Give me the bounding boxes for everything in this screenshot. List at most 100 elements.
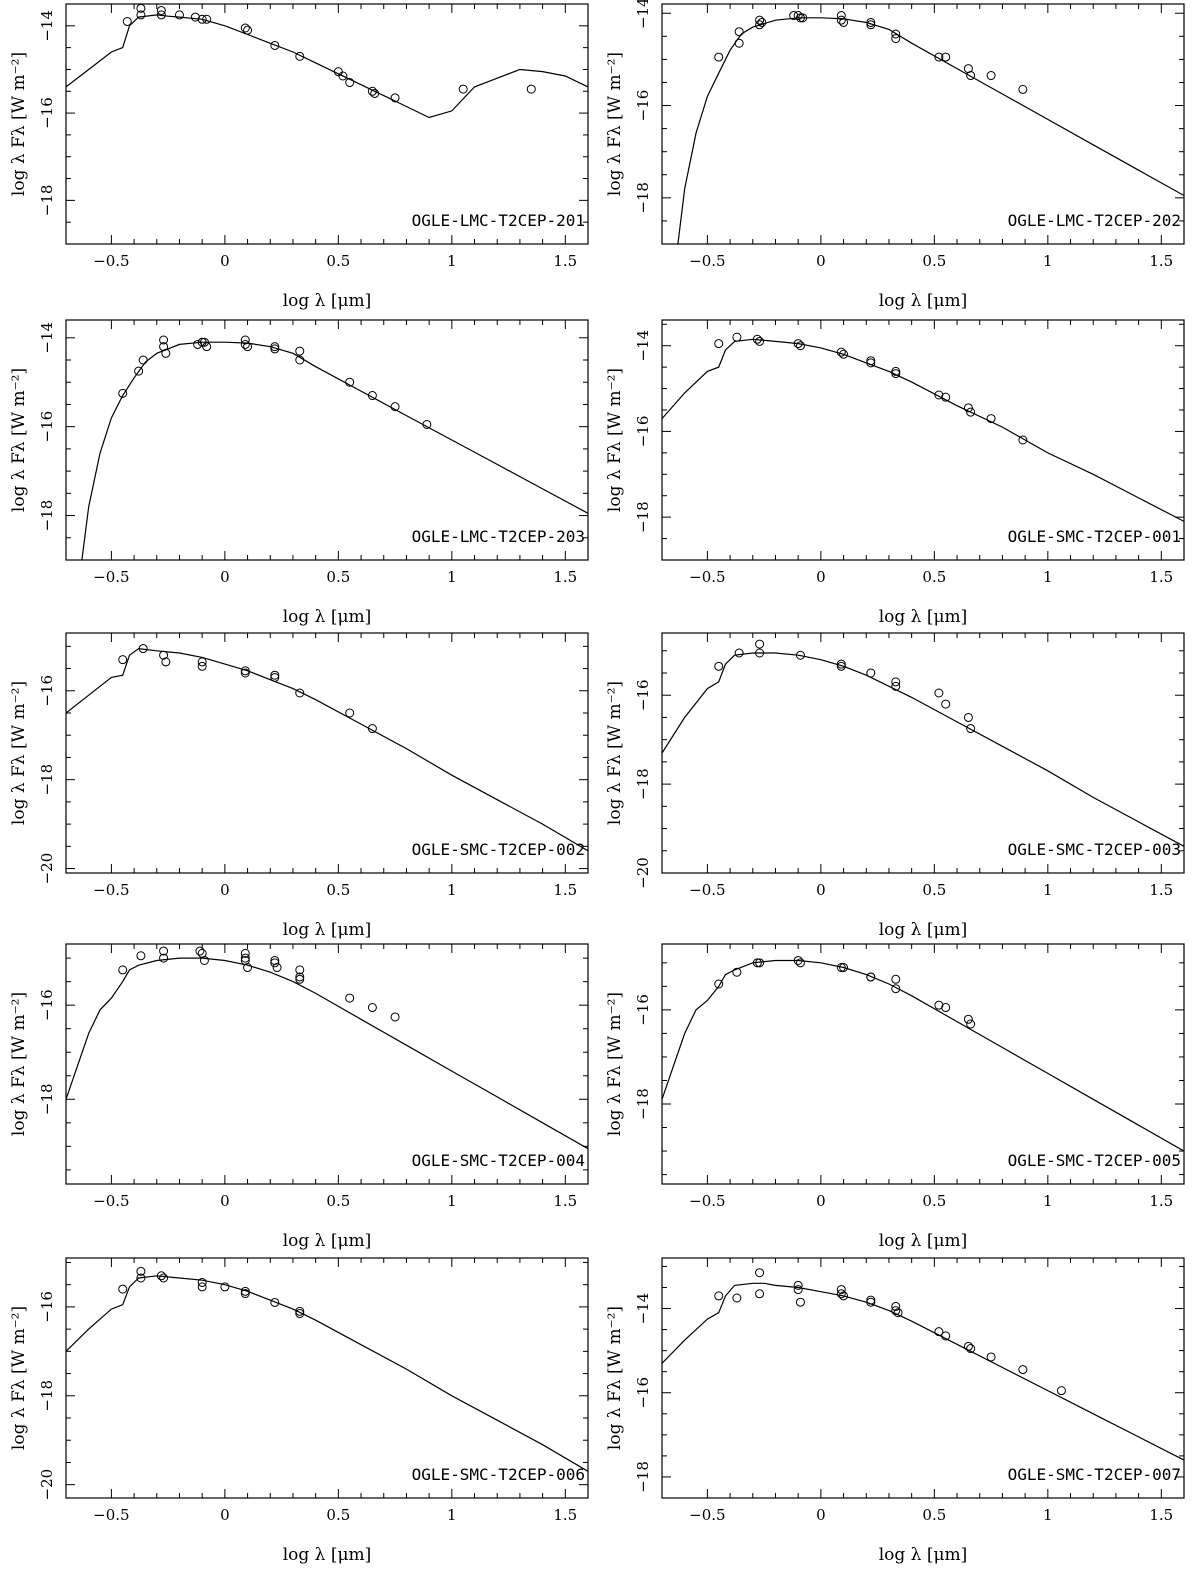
object-name-label: OGLE-SMC-T2CEP-006 xyxy=(412,1465,585,1484)
photometry-point xyxy=(159,946,169,956)
photometry-point xyxy=(734,27,744,37)
y-tick-label: −16 xyxy=(634,994,652,1026)
plot-frame xyxy=(661,1257,1185,1499)
photometry-point xyxy=(966,1344,976,1354)
photometry-point xyxy=(136,3,146,13)
object-name-label: OGLE-SMC-T2CEP-003 xyxy=(1008,840,1181,859)
y-tick-label: −20 xyxy=(38,853,56,885)
photometry-point xyxy=(1018,1365,1028,1375)
photometry-point xyxy=(732,332,742,342)
object-name-label: OGLE-LMC-T2CEP-201 xyxy=(412,211,585,230)
plot-frame xyxy=(661,632,1185,874)
y-tick-label: −14 xyxy=(634,330,652,362)
x-tick-label: 1.5 xyxy=(1149,568,1173,586)
photometry-point xyxy=(966,1019,976,1029)
photometry-point xyxy=(202,342,212,352)
x-tick-label: −0.5 xyxy=(93,1506,129,1524)
photometry-point xyxy=(243,963,253,973)
x-tick-label: −0.5 xyxy=(689,881,725,899)
photometry-point xyxy=(839,17,849,27)
x-tick-label: 1 xyxy=(447,1506,457,1524)
photometry-point xyxy=(345,993,355,1003)
photometry-point xyxy=(295,346,305,356)
x-tick-label: 1.5 xyxy=(553,252,577,270)
x-axis-label: log λ [μm] xyxy=(879,291,968,311)
photometry-point xyxy=(118,388,128,398)
x-axis-label: log λ [μm] xyxy=(283,1545,372,1565)
photometry-point xyxy=(202,14,212,24)
x-axis-label: log λ [μm] xyxy=(283,920,372,940)
photometry-point xyxy=(891,1301,901,1311)
photometry-point xyxy=(934,52,944,62)
x-tick-label: 1 xyxy=(447,881,457,899)
x-tick-label: 1 xyxy=(447,252,457,270)
photometry-point xyxy=(714,339,724,349)
photometry-point xyxy=(755,15,765,25)
photometry-point xyxy=(755,1268,765,1278)
photometry-point xyxy=(240,339,250,349)
x-tick-label: 0 xyxy=(220,881,230,899)
y-tick-label: −18 xyxy=(38,500,56,532)
photometry-point xyxy=(755,958,765,968)
photometry-point xyxy=(243,342,253,352)
photometry-point xyxy=(839,1291,849,1301)
photometry-point xyxy=(734,38,744,48)
photometry-point xyxy=(159,650,169,660)
photometry-point xyxy=(193,339,203,349)
x-tick-label: 0.5 xyxy=(326,1506,350,1524)
x-tick-label: 1.5 xyxy=(553,1192,577,1210)
plot-frame xyxy=(65,1257,589,1499)
x-axis-label: log λ [μm] xyxy=(283,607,372,627)
photometry-point xyxy=(839,963,849,973)
y-axis-label: log λ Fλ [W m⁻²] xyxy=(9,992,29,1136)
photometry-point xyxy=(345,377,355,387)
photometry-point xyxy=(295,355,305,365)
photometry-point xyxy=(370,88,380,98)
plot-frame xyxy=(661,319,1185,561)
x-tick-label: −0.5 xyxy=(93,1192,129,1210)
x-tick-label: −0.5 xyxy=(689,1192,725,1210)
photometry-point xyxy=(966,724,976,734)
photometry-point xyxy=(836,15,846,25)
photometry-point xyxy=(891,29,901,39)
photometry-point xyxy=(941,1003,951,1013)
x-axis-label: log λ [μm] xyxy=(879,1545,968,1565)
y-axis-label: log λ Fλ [W m⁻²] xyxy=(605,681,625,825)
photometry-point xyxy=(866,668,876,678)
photometry-point xyxy=(136,951,146,961)
photometry-point xyxy=(1018,435,1028,445)
model-sed-line xyxy=(66,647,588,852)
object-name-label: OGLE-SMC-T2CEP-001 xyxy=(1008,527,1181,546)
photometry-point xyxy=(122,16,132,26)
x-tick-label: 1 xyxy=(1043,252,1053,270)
y-tick-label: −20 xyxy=(634,857,652,889)
x-tick-label: −0.5 xyxy=(93,252,129,270)
x-tick-label: 0 xyxy=(816,1192,826,1210)
photometry-point xyxy=(338,71,348,81)
x-tick-label: 1.5 xyxy=(1149,1192,1173,1210)
photometry-point xyxy=(295,1306,305,1316)
photometry-point xyxy=(732,967,742,977)
photometry-point xyxy=(836,1285,846,1295)
photometry-point xyxy=(755,20,765,30)
photometry-point xyxy=(270,344,280,354)
photometry-point xyxy=(732,1293,742,1303)
photometry-point xyxy=(986,414,996,424)
x-axis-label: log λ [μm] xyxy=(879,607,968,627)
y-tick-label: −18 xyxy=(38,764,56,796)
photometry-point xyxy=(755,1289,765,1299)
photometry-point xyxy=(795,13,805,23)
x-tick-label: 0.5 xyxy=(326,1192,350,1210)
photometry-point xyxy=(755,336,765,346)
photometry-point xyxy=(891,1306,901,1316)
photometry-point xyxy=(866,17,876,27)
photometry-point xyxy=(714,661,724,671)
y-tick-label: −16 xyxy=(634,1377,652,1409)
y-axis-label: log λ Fλ [W m⁻²] xyxy=(9,681,29,825)
photometry-point xyxy=(891,369,901,379)
photometry-point xyxy=(161,348,171,358)
photometry-point xyxy=(941,1331,951,1341)
photometry-point xyxy=(941,392,951,402)
y-tick-label: −16 xyxy=(38,97,56,129)
photometry-point xyxy=(422,419,432,429)
